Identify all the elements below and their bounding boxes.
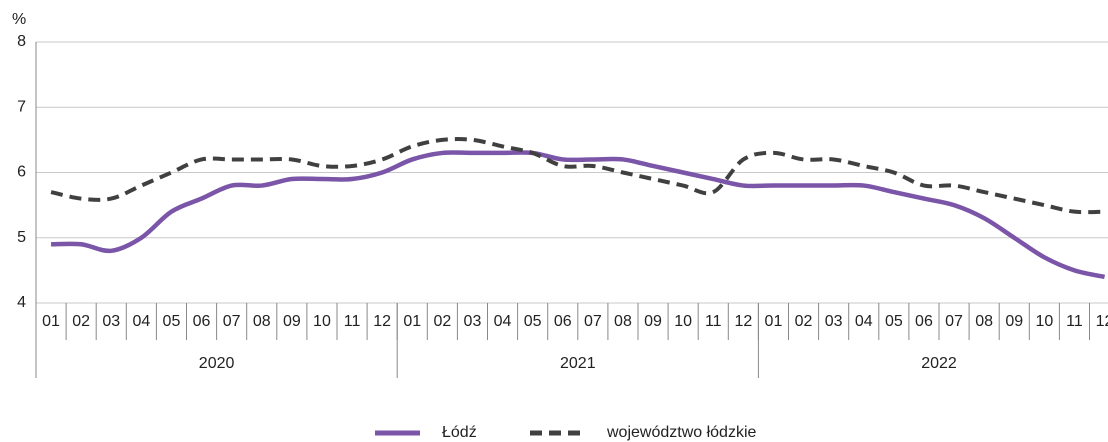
legend-label: województwo łódzkie [606,424,757,441]
x-tick-label: 12 [1096,313,1108,330]
x-tick-label: 01 [403,313,421,330]
x-tick-label: 08 [253,313,271,330]
x-tick-label: 11 [705,313,722,330]
x-tick-label: 02 [433,313,451,330]
x-tick-label: 08 [614,313,632,330]
y-tick-label: 4 [17,294,26,311]
x-tick-label: 09 [1005,313,1023,330]
x-tick-label: 05 [163,313,181,330]
x-tick-label: 01 [765,313,783,330]
x-tick-label: 08 [975,313,993,330]
year-label: 2020 [199,355,235,372]
y-tick-label: 6 [17,164,26,181]
series-line [51,150,1106,280]
x-tick-label: 10 [313,313,331,330]
x-tick-label: 05 [885,313,903,330]
x-tick-label: 07 [945,313,963,330]
x-tick-label: 04 [494,313,512,330]
y-axis-label: % [12,11,26,28]
year-label: 2022 [921,355,957,372]
y-tick-label: 7 [17,98,26,115]
x-tick-label: 11 [344,313,361,330]
x-tick-label: 07 [223,313,241,330]
y-tick-label: 8 [17,33,26,50]
x-tick-label: 05 [524,313,542,330]
x-tick-label: 06 [193,313,211,330]
year-label: 2021 [560,355,596,372]
x-tick-label: 10 [1035,313,1053,330]
x-tick-label: 04 [132,313,150,330]
x-tick-label: 02 [795,313,813,330]
x-tick-label: 09 [644,313,662,330]
x-tick-label: 11 [1066,313,1083,330]
x-tick-label: 12 [373,313,391,330]
legend-label: Łódź [442,424,477,441]
x-tick-label: 06 [554,313,572,330]
x-tick-label: 06 [915,313,933,330]
y-tick-label: 5 [17,229,26,246]
x-tick-label: 01 [42,313,60,330]
x-tick-label: 04 [855,313,873,330]
x-tick-label: 03 [102,313,120,330]
x-tick-label: 02 [72,313,90,330]
series-line [50,137,1105,215]
x-tick-label: 12 [734,313,752,330]
x-tick-label: 07 [584,313,602,330]
x-tick-label: 03 [464,313,482,330]
x-tick-label: 10 [674,313,692,330]
x-tick-label: 09 [283,313,301,330]
x-tick-label: 03 [825,313,843,330]
